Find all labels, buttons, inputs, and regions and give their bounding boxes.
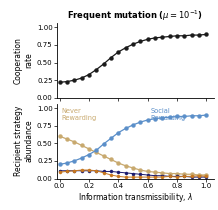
Y-axis label: Cooperation
rate: Cooperation rate [14, 37, 33, 84]
Title: Frequent mutation ($\mu = 10^{-1}$): Frequent mutation ($\mu = 10^{-1}$) [67, 9, 203, 23]
Text: Never
Rewarding: Never Rewarding [61, 108, 97, 121]
Text: Social
Rewarding: Social Rewarding [151, 108, 186, 121]
X-axis label: Information transmissibility, $\lambda$: Information transmissibility, $\lambda$ [78, 192, 193, 205]
Y-axis label: Recipient strategy
abundance: Recipient strategy abundance [14, 106, 33, 176]
